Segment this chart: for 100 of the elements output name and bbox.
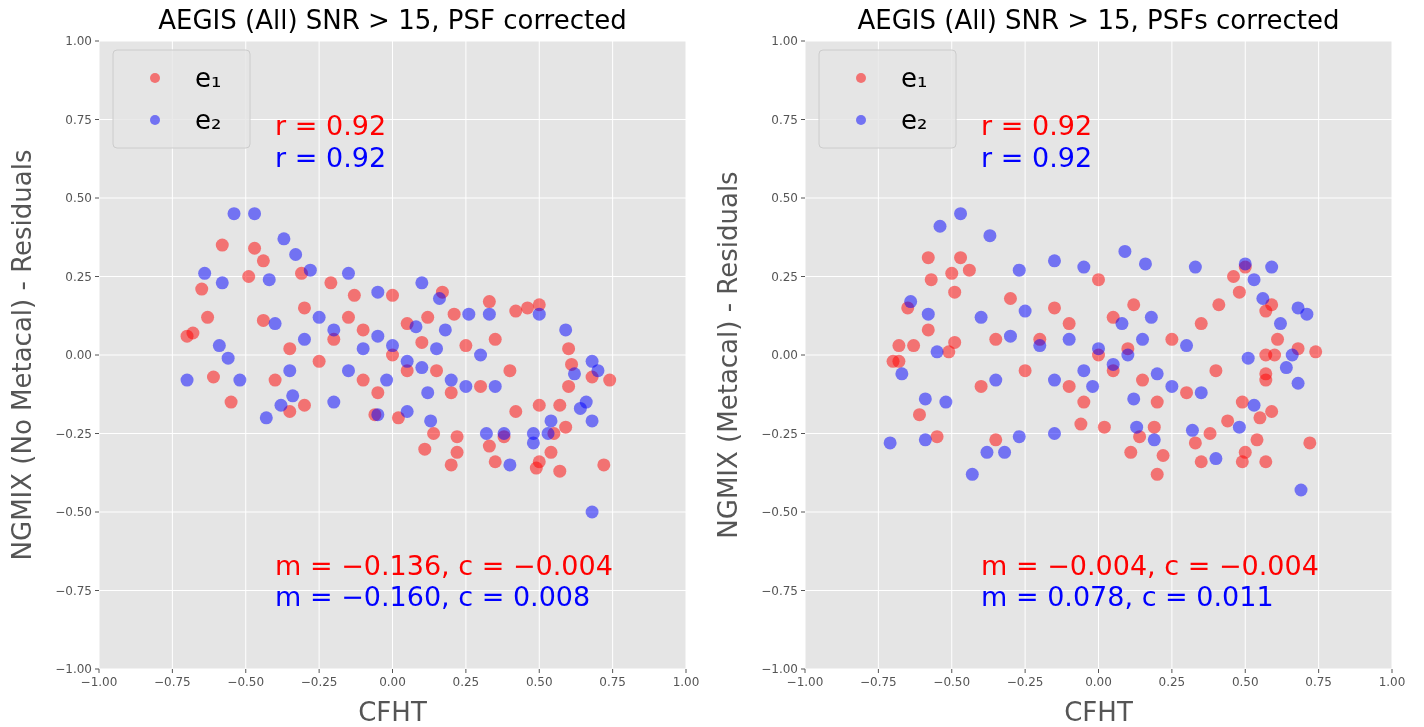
point [1285,348,1299,362]
point [1136,332,1150,346]
point [895,367,909,381]
x-tick-label: 0.75 [599,675,626,689]
x-tick-label: 0.00 [1085,675,1112,689]
annotation: m = −0.160, c = 0.008 [275,581,591,613]
x-tick-label: −0.75 [153,675,191,689]
point [980,445,994,459]
x-tick-label: −0.50 [227,675,265,689]
x-axis-title: CFHT [358,697,427,727]
point [1291,301,1305,315]
annotation: r = 0.92 [275,110,387,142]
point [1127,392,1141,406]
x-tick-label: −0.75 [859,675,897,689]
y-tick-label: 0.50 [771,191,798,206]
x-tick-label: −1.00 [786,675,824,689]
point [1294,483,1308,497]
y-tick-label: 0.25 [65,269,92,284]
point [1118,244,1132,258]
point [883,436,897,450]
point [1300,307,1314,321]
x-tick-label: 0.25 [452,675,480,689]
annotation: m = 0.078, c = 0.011 [981,581,1274,613]
point [1180,339,1194,353]
point [1033,339,1047,353]
y-tick-label: 0.75 [771,112,798,127]
point [1086,379,1100,393]
point [1247,398,1261,412]
point [918,433,932,447]
annotation: m = −0.136, c = −0.004 [275,549,613,581]
point [998,445,1012,459]
legend-label: e₂ [901,105,928,136]
y-tick-label: −0.50 [55,505,92,520]
point [1012,430,1026,444]
y-tick-label: −0.25 [761,426,798,441]
chart-title: AEGIS (All) SNR > 15, PSF corrected [158,5,627,35]
point [1232,420,1246,434]
point [1106,357,1120,371]
point [1188,260,1202,274]
legend-label: e₁ [195,63,222,94]
point [1147,433,1161,447]
point [1130,420,1144,434]
point [954,207,968,221]
point [1138,257,1152,271]
x-tick-label: −0.25 [300,675,338,689]
x-tick-label: 0.75 [1305,675,1332,689]
y-tick-label: −0.75 [761,583,798,598]
x-tick-label: 0.50 [1231,675,1259,689]
point [1194,386,1208,400]
point [1047,373,1061,387]
point [1047,427,1061,440]
point [1003,329,1017,343]
x-tick-label: 0.50 [525,675,553,689]
point [930,345,944,359]
annotation: r = 0.92 [981,141,1093,173]
chart-title: AEGIS (All) SNR > 15, PSFs corrected [857,5,1340,35]
point [989,373,1003,387]
y-tick-label: 1.00 [771,34,798,49]
point [1247,273,1261,287]
point [1077,260,1091,274]
point [933,219,947,233]
point [1279,361,1293,375]
x-tick-label: −1.00 [80,675,118,689]
point [1115,317,1129,331]
point [1077,364,1091,378]
point [1144,310,1158,324]
point [1185,423,1199,437]
y-tick-label: 0.00 [65,348,92,363]
x-tick-label: 0.00 [379,675,406,689]
point [921,307,935,321]
y-tick-label: −1.00 [761,662,798,677]
point [1047,254,1061,268]
point [1062,332,1076,346]
x-tick-label: 0.25 [1158,675,1186,689]
y-tick-label: −0.50 [761,505,798,520]
x-tick-label: 1.00 [672,675,700,689]
point [1209,452,1223,466]
point [1121,348,1135,362]
point [965,467,979,481]
x-tick-label: 1.00 [1378,675,1406,689]
y-tick-label: −0.25 [55,426,92,441]
x-axis-title: CFHT [1064,697,1133,727]
point [1018,304,1032,318]
y-tick-label: 1.00 [65,34,92,49]
point [1291,376,1305,390]
point [1241,351,1255,365]
y-axis-title: NGMIX (No Metacal) - Residuals [7,149,37,561]
y-tick-label: −1.00 [55,662,92,677]
point [1092,342,1105,356]
y-tick-label: 0.75 [65,112,92,127]
y-tick-label: −0.75 [55,583,92,598]
point [1265,260,1279,274]
point [918,392,932,406]
legend-label: e₁ [901,63,928,94]
y-tick-label: 0.00 [771,348,798,363]
y-axis-title: NGMIX (Metacal) - Residuals [713,171,743,539]
point [974,310,988,324]
point [1273,317,1287,331]
y-tick-label: 0.50 [65,191,92,206]
x-tick-label: −0.25 [1006,675,1044,689]
